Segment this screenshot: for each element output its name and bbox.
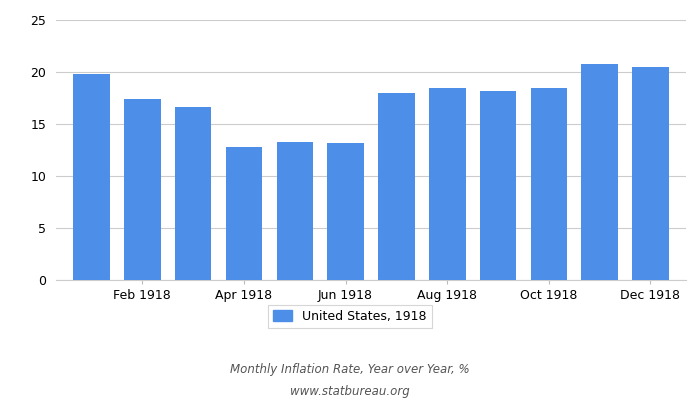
Bar bbox=[429, 88, 466, 280]
Text: Monthly Inflation Rate, Year over Year, %: Monthly Inflation Rate, Year over Year, … bbox=[230, 364, 470, 376]
Bar bbox=[632, 67, 668, 280]
Legend: United States, 1918: United States, 1918 bbox=[268, 305, 432, 328]
Bar bbox=[480, 91, 517, 280]
Bar bbox=[175, 107, 211, 280]
Bar bbox=[378, 93, 414, 280]
Bar bbox=[276, 142, 313, 280]
Bar bbox=[531, 88, 567, 280]
Bar bbox=[74, 74, 110, 280]
Bar bbox=[328, 143, 364, 280]
Bar bbox=[124, 99, 161, 280]
Text: www.statbureau.org: www.statbureau.org bbox=[290, 385, 410, 398]
Bar bbox=[581, 64, 618, 280]
Bar bbox=[225, 147, 262, 280]
